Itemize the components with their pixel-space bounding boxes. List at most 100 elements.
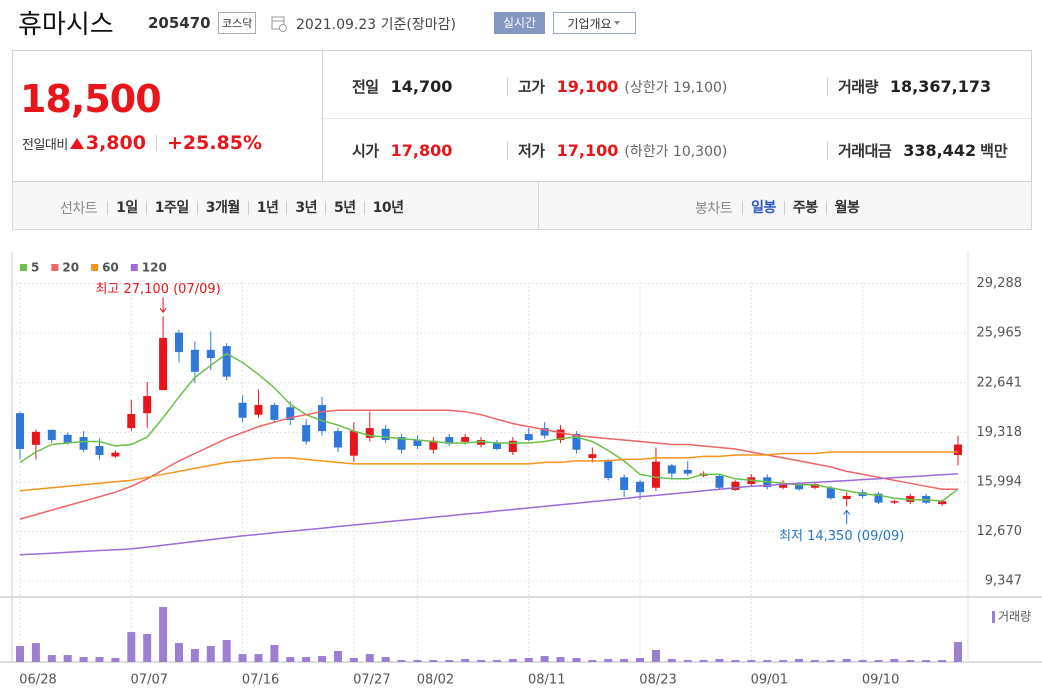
x-tick-label: 06/28: [19, 673, 56, 688]
volume-bar: [954, 641, 962, 662]
candle-body: [461, 437, 470, 442]
candle-body: [95, 446, 104, 455]
stat-label: 고가: [518, 78, 545, 96]
divider: [538, 182, 539, 230]
tab[interactable]: 1년: [247, 201, 287, 215]
stat-label: 저가: [518, 142, 545, 160]
candle-body: [143, 396, 152, 414]
company-button-label: 기업개요: [567, 16, 612, 31]
stat-item: 전일 14,700: [352, 76, 452, 97]
legend-label: 60: [102, 261, 119, 275]
tab[interactable]: 3개월: [196, 201, 248, 215]
price-panel: [12, 50, 1032, 182]
tab[interactable]: 월봉: [825, 201, 868, 215]
legend-label: 거래량: [998, 610, 1031, 624]
legend-swatch: [130, 264, 138, 271]
volume-bar: [318, 656, 327, 662]
volume-bar: [302, 656, 311, 662]
candle-body: [874, 493, 883, 503]
candle-body: [159, 337, 168, 391]
divider: [323, 118, 1031, 119]
volume-bar: [206, 645, 215, 662]
candle-body: [270, 405, 279, 420]
candle-body: [318, 405, 327, 432]
stat-value: 19,100: [556, 77, 619, 96]
volume-bar: [79, 656, 88, 662]
candle-body: [445, 437, 454, 444]
current-price: 18,500: [20, 77, 162, 121]
candle-body: [63, 434, 72, 444]
volume-bar: [731, 660, 740, 662]
candle-body: [413, 440, 422, 447]
stat-item: 저가 17,100 (하한가 10,300): [518, 140, 727, 161]
candle-body: [477, 440, 486, 445]
tab[interactable]: 10년: [363, 201, 412, 215]
volume-bar: [858, 660, 867, 662]
line-tabs: 선차트 1일 1주일 3개월 1년 3년 5년 10년: [60, 198, 412, 218]
calendar-icon: [271, 16, 287, 32]
stat-value: 18,367,173: [889, 77, 992, 96]
tab-group-label: 봉차트: [695, 201, 733, 217]
candle-body: [174, 332, 183, 353]
legend-label: 5: [31, 261, 39, 275]
volume-bar: [636, 657, 645, 662]
y-tick-label: 29,288: [977, 276, 1023, 291]
realtime-button[interactable]: 실시간: [494, 12, 545, 34]
candle-body: [524, 434, 533, 441]
volume-bar: [127, 632, 136, 662]
tab-bar: [12, 182, 1032, 230]
candle-body: [286, 407, 295, 420]
tab[interactable]: 1일: [107, 201, 146, 215]
volume-bar: [810, 660, 819, 662]
volume-bar: [174, 643, 183, 662]
volume-bar: [699, 660, 708, 662]
volume-bar: [461, 658, 470, 662]
stat-value: 17,100: [556, 141, 619, 160]
volume-bar: [16, 645, 24, 662]
chart: 9,347 12,670 15,994 19,318 22,641 25,965 29,28…: [0, 252, 1042, 688]
x-tick-label: 07/07: [131, 673, 168, 688]
volume-bar: [254, 654, 263, 662]
tab[interactable]: 5년: [325, 201, 364, 215]
volume-bar: [286, 656, 295, 662]
change-label: 전일대비: [22, 137, 68, 153]
volume-bar: [906, 660, 915, 662]
candle-body: [508, 440, 517, 452]
tab[interactable]: 일봉: [742, 201, 784, 215]
volume-bar: [779, 660, 788, 662]
candle-body: [667, 465, 676, 474]
stat-value: 14,700: [390, 77, 453, 96]
stock-name: 휴마시스: [18, 10, 114, 40]
tab[interactable]: 1주일: [145, 201, 197, 215]
y-tick-label: 25,965: [977, 326, 1023, 341]
volume-bar: [95, 656, 104, 662]
company-button[interactable]: 기업개요: [553, 12, 636, 34]
volume-bar: [365, 654, 374, 662]
volume-bar: [842, 658, 851, 662]
candle-body: [556, 429, 565, 441]
candle-body: [779, 483, 788, 488]
x-tick-label: 08/11: [528, 673, 565, 688]
volume-bar: [413, 660, 422, 662]
tab-group-label: 선차트: [60, 201, 98, 217]
stat-label: 전일: [352, 78, 379, 96]
volume-bar: [604, 658, 613, 662]
candle-body: [954, 444, 962, 455]
candle-body: [333, 431, 342, 448]
x-tick-label: 07/16: [242, 673, 279, 688]
x-tick-label: 08/02: [417, 673, 454, 688]
candle-body: [206, 349, 215, 359]
up-icon: [69, 138, 84, 149]
tab[interactable]: 3년: [286, 201, 325, 215]
volume-bar: [349, 657, 358, 662]
candle-body: [127, 413, 136, 429]
volume-bar: [524, 657, 533, 662]
stat-note: (상한가 19,100): [624, 80, 728, 96]
legend-swatch: [91, 264, 99, 271]
candle-body: [16, 413, 24, 449]
candle-body: [938, 501, 947, 505]
volume-bar: [826, 660, 835, 662]
x-tick-label: 08/23: [639, 673, 676, 688]
tab[interactable]: 주봉: [783, 201, 826, 215]
